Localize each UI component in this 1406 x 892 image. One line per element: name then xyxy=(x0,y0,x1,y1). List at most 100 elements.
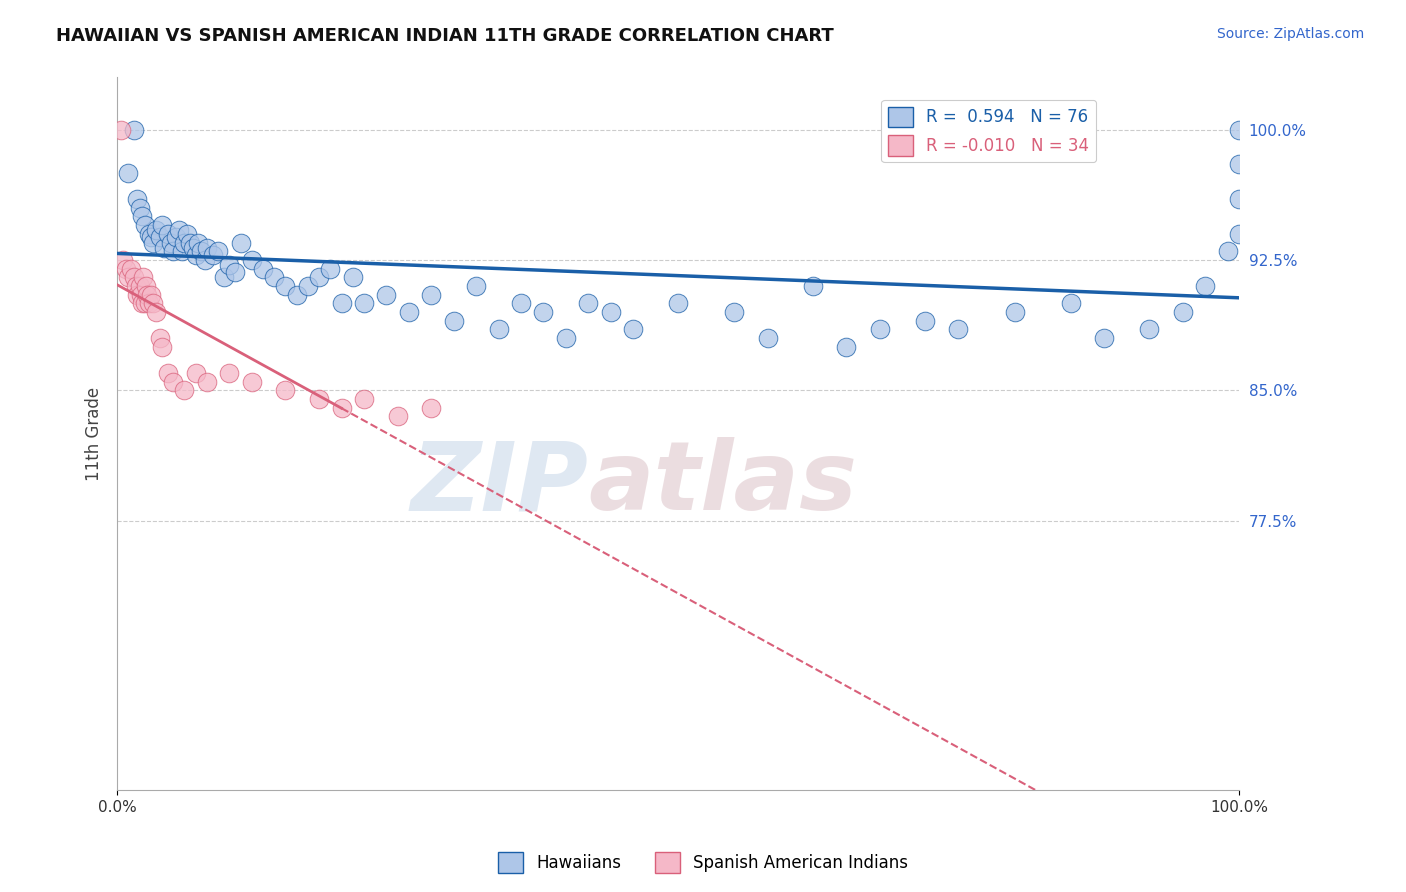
Point xyxy=(308,270,330,285)
Point xyxy=(1216,244,1239,259)
Point xyxy=(1059,296,1081,310)
Point xyxy=(120,261,142,276)
Point xyxy=(183,241,205,255)
Legend: R =  0.594   N = 76, R = -0.010   N = 34: R = 0.594 N = 76, R = -0.010 N = 34 xyxy=(882,100,1095,162)
Point xyxy=(914,314,936,328)
Point xyxy=(153,241,176,255)
Point xyxy=(218,258,240,272)
Point xyxy=(190,244,212,259)
Point xyxy=(353,392,375,406)
Point xyxy=(156,227,179,241)
Point xyxy=(869,322,891,336)
Point xyxy=(1227,192,1250,206)
Point xyxy=(142,296,165,310)
Point xyxy=(117,270,139,285)
Point xyxy=(127,192,149,206)
Point xyxy=(1137,322,1160,336)
Point xyxy=(274,383,297,397)
Point xyxy=(207,244,229,259)
Point xyxy=(330,296,353,310)
Point xyxy=(150,218,173,232)
Point xyxy=(150,340,173,354)
Point xyxy=(160,235,183,250)
Point xyxy=(229,235,252,250)
Point xyxy=(420,401,443,415)
Point xyxy=(138,296,160,310)
Point xyxy=(149,230,172,244)
Point xyxy=(533,305,555,319)
Point xyxy=(139,287,162,301)
Point xyxy=(165,230,187,244)
Point xyxy=(127,287,149,301)
Point xyxy=(240,375,263,389)
Point xyxy=(1227,227,1250,241)
Point xyxy=(342,270,364,285)
Point xyxy=(801,279,824,293)
Point xyxy=(176,227,198,241)
Point xyxy=(297,279,319,293)
Text: HAWAIIAN VS SPANISH AMERICAN INDIAN 11TH GRADE CORRELATION CHART: HAWAIIAN VS SPANISH AMERICAN INDIAN 11TH… xyxy=(56,27,834,45)
Point xyxy=(308,392,330,406)
Point xyxy=(129,287,152,301)
Point xyxy=(131,296,153,310)
Point xyxy=(162,375,184,389)
Point xyxy=(156,366,179,380)
Point xyxy=(420,287,443,301)
Point xyxy=(285,287,308,301)
Point xyxy=(173,383,195,397)
Point xyxy=(110,122,132,136)
Point xyxy=(184,248,207,262)
Point xyxy=(443,314,465,328)
Point xyxy=(195,375,218,389)
Point xyxy=(510,296,533,310)
Point xyxy=(115,261,138,276)
Point xyxy=(274,279,297,293)
Point xyxy=(1227,157,1250,171)
Point xyxy=(554,331,576,345)
Point xyxy=(576,296,599,310)
Point xyxy=(111,252,134,267)
Point xyxy=(353,296,375,310)
Point xyxy=(319,261,342,276)
Y-axis label: 11th Grade: 11th Grade xyxy=(86,386,103,481)
Point xyxy=(1171,305,1194,319)
Text: ZIP: ZIP xyxy=(411,437,588,530)
Point xyxy=(465,279,488,293)
Point xyxy=(1004,305,1026,319)
Point xyxy=(756,331,779,345)
Point xyxy=(122,270,145,285)
Point xyxy=(173,235,195,250)
Point xyxy=(184,366,207,380)
Point xyxy=(128,279,150,293)
Point xyxy=(224,265,246,279)
Point xyxy=(1227,122,1250,136)
Point xyxy=(398,305,420,319)
Point xyxy=(145,223,167,237)
Point xyxy=(117,166,139,180)
Point xyxy=(135,279,157,293)
Point xyxy=(132,270,155,285)
Point xyxy=(172,244,194,259)
Point xyxy=(1092,331,1115,345)
Point xyxy=(948,322,970,336)
Text: Source: ZipAtlas.com: Source: ZipAtlas.com xyxy=(1216,27,1364,41)
Point xyxy=(194,252,217,267)
Point xyxy=(1194,279,1216,293)
Point xyxy=(835,340,858,354)
Point xyxy=(195,241,218,255)
Point xyxy=(387,409,409,424)
Point xyxy=(179,235,201,250)
Point xyxy=(149,331,172,345)
Text: atlas: atlas xyxy=(588,437,858,530)
Point xyxy=(125,279,148,293)
Point xyxy=(375,287,398,301)
Point xyxy=(136,287,159,301)
Point xyxy=(666,296,689,310)
Point xyxy=(723,305,745,319)
Point xyxy=(488,322,510,336)
Point xyxy=(167,223,190,237)
Point xyxy=(201,248,224,262)
Point xyxy=(128,201,150,215)
Point xyxy=(145,305,167,319)
Point xyxy=(218,366,240,380)
